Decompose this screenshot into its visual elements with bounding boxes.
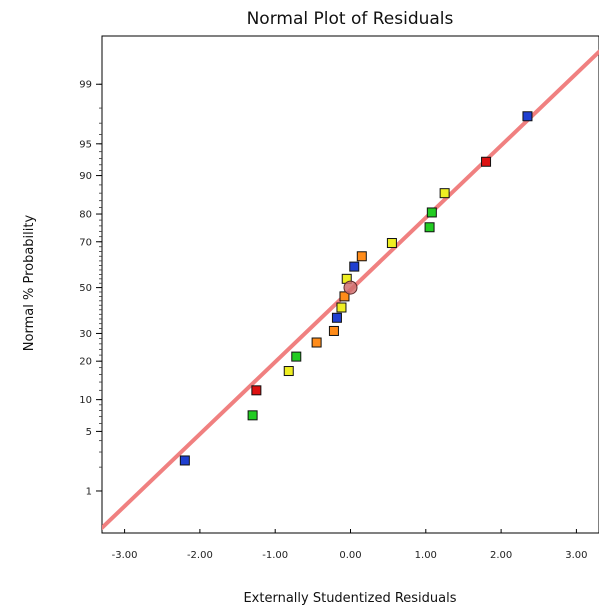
data-point (328, 325, 339, 336)
data-point (424, 222, 435, 233)
data-point (426, 207, 437, 218)
y-tick-label: 90 (79, 171, 92, 182)
chart-title: Normal Plot of Residuals (247, 9, 454, 29)
y-tick-label: 99 (79, 80, 92, 91)
x-tick-label: -1.00 (262, 550, 288, 561)
data-point (481, 156, 492, 167)
data-point (439, 188, 450, 199)
y-tick-label: 80 (79, 210, 92, 221)
x-tick-label: -2.00 (187, 550, 213, 561)
points-layer (179, 111, 533, 466)
data-point (386, 238, 397, 249)
x-tick-label: 3.00 (565, 550, 587, 561)
data-point (356, 251, 367, 262)
data-point (336, 302, 347, 313)
x-tick-label: 2.00 (490, 550, 512, 561)
data-point (339, 291, 350, 302)
data-point (247, 410, 258, 421)
y-tick-label: 10 (79, 395, 92, 406)
data-point (251, 385, 262, 396)
y-tick-label: 50 (79, 283, 92, 294)
x-tick-label: -3.00 (112, 550, 138, 561)
data-point (311, 337, 322, 348)
x-axis-label: Externally Studentized Residuals (243, 591, 456, 606)
y-tick-label: 1 (86, 486, 92, 497)
x-tick-label: 1.00 (415, 550, 437, 561)
y-axis-label: Normal % Probability (22, 215, 37, 352)
center-marker (343, 280, 358, 295)
y-tick-label: 70 (79, 237, 92, 248)
data-point (291, 351, 302, 362)
y-tick-label: 5 (86, 427, 92, 438)
data-point (522, 111, 533, 122)
data-point (179, 455, 190, 466)
y-tick-label: 95 (79, 139, 92, 150)
data-point (349, 261, 360, 272)
data-point (331, 312, 342, 323)
y-tick-label: 30 (79, 329, 92, 340)
x-tick-label: 0.00 (339, 550, 361, 561)
y-tick-label: 20 (79, 357, 92, 368)
ticks-layer: -3.00 -2.00 -1.00 0.00 1.00 2.00 3.00 1 5 10 20 30 5… (79, 80, 587, 561)
data-point (283, 366, 294, 377)
